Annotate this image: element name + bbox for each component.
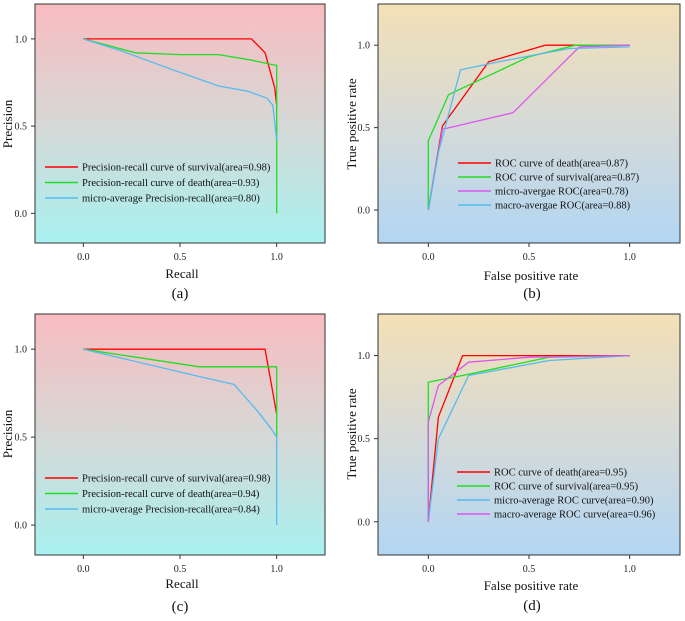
legend-label: macro-avergae ROC(area=0.88) [495, 201, 631, 212]
y-tick-label: 0.0 [358, 517, 371, 528]
legend-label: Precision-recall curve of survival(area=… [82, 474, 271, 485]
series-line [83, 348, 278, 415]
x-tick-label: 0.5 [174, 252, 187, 263]
plot-background [35, 4, 325, 243]
legend-label: micro-average Precision-recall(area=0.84… [82, 505, 260, 516]
x-tick-label: 0.5 [523, 564, 536, 575]
legend-label: ROC curve of survival(area=0.95) [494, 482, 639, 493]
x-tick-label: 1.0 [270, 252, 283, 263]
plot-background [35, 314, 325, 555]
y-tick-label: 1.0 [358, 41, 371, 52]
y-tick-label: 0.5 [15, 122, 28, 133]
y-axis-label: True positive rate [344, 388, 359, 479]
chart-panel-2: 0.0 0.5 1.0 0.0 0.5 1.0 Precision-recall curve… [0, 313, 326, 615]
x-axis-label: False positive rate [484, 578, 579, 593]
series-line [427, 354, 630, 522]
y-tick-label: 0.0 [358, 206, 371, 217]
y-axis-label: True positive rate [344, 78, 359, 169]
panel-label: (a) [172, 286, 189, 302]
chart-panel-1: 0.0 0.5 1.0 0.0 0.5 1.0 ROC curve of death(are… [344, 3, 681, 302]
legend-label: ROC curve of death(area=0.87) [495, 159, 629, 170]
series-line [83, 38, 278, 141]
legend-label: micro-avergae ROC(area=0.78) [495, 187, 629, 198]
legend-label: Precision-recall curve of death(area=0.9… [82, 489, 260, 500]
x-tick-label: 0.5 [523, 252, 536, 263]
legend-label: ROC curve of death(area=0.95) [494, 468, 628, 479]
y-tick-label: 0.5 [358, 123, 371, 134]
panel-label: (c) [172, 599, 189, 615]
x-tick-label: 1.0 [623, 564, 636, 575]
y-tick-label: 0.5 [358, 434, 371, 445]
series-line [427, 46, 630, 211]
chart-panel-3: 0.0 0.5 1.0 0.0 0.5 1.0 ROC curve of death(are… [344, 313, 681, 614]
legend-label: macro-average ROC curve(area=0.96) [494, 510, 656, 521]
y-axis-label: Precision [0, 99, 15, 148]
x-tick-label: 1.0 [270, 564, 283, 575]
x-axis-label: False positive rate [484, 268, 579, 283]
y-tick-label: 1.0 [15, 34, 28, 45]
y-tick-label: 0.5 [15, 433, 28, 444]
series-line [83, 38, 278, 106]
y-tick-label: 0.0 [15, 209, 28, 220]
x-axis-label: Recall [165, 576, 199, 591]
panel-label: (b) [523, 286, 541, 302]
legend-label: micro-average ROC curve(area=0.90) [494, 496, 654, 507]
series-line [83, 348, 278, 526]
y-tick-label: 1.0 [358, 351, 371, 362]
x-tick-label: 0.0 [422, 564, 435, 575]
legend-label: Precision-recall curve of survival(area=… [82, 163, 271, 174]
series-line [83, 38, 278, 214]
chart-panel-0: 0.0 0.5 1.0 0.0 0.5 1.0 Precision-recall curve… [0, 3, 326, 302]
x-tick-label: 1.0 [623, 252, 636, 263]
series-line [427, 354, 630, 522]
series-line [427, 44, 630, 210]
y-tick-label: 0.0 [15, 521, 28, 532]
x-tick-label: 0.0 [422, 252, 435, 263]
y-axis-label: Precision [0, 409, 15, 458]
legend-label: Precision-recall curve of death(area=0.9… [82, 178, 260, 189]
legend-label: ROC curve of survival(area=0.87) [495, 173, 640, 184]
series-line [83, 348, 278, 438]
x-tick-label: 0.0 [77, 564, 90, 575]
panel-label: (d) [523, 598, 541, 614]
series-line [427, 354, 630, 522]
legend-label: micro-average Precision-recall(area=0.80… [82, 194, 260, 205]
x-tick-label: 0.5 [174, 564, 187, 575]
x-tick-label: 0.0 [77, 252, 90, 263]
x-axis-label: Recall [165, 266, 199, 281]
y-tick-label: 1.0 [15, 345, 28, 356]
